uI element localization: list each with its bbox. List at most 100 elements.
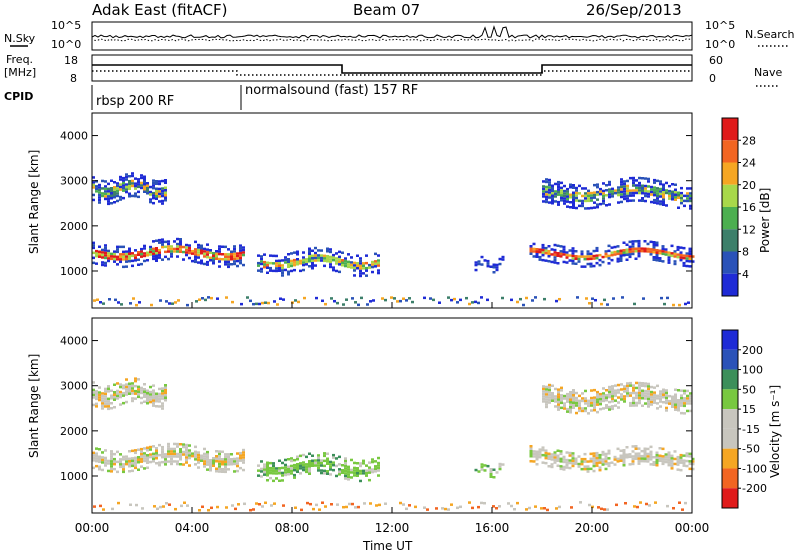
power-cell (586, 252, 590, 256)
power-cell (641, 197, 644, 200)
velocity-cell (689, 409, 692, 413)
velocity-cell (107, 385, 110, 388)
velocity-cell (305, 470, 308, 474)
ground-scatter-cell (642, 297, 645, 300)
velocity-cell (101, 407, 104, 410)
velocity-cell (236, 459, 239, 463)
velocity-cell (686, 409, 689, 413)
power-cell (107, 190, 110, 193)
velocity-cell (164, 386, 167, 389)
velocity-cell (200, 457, 203, 460)
velocity-cell (571, 454, 575, 458)
power-cell (584, 207, 587, 210)
power-cell (332, 256, 335, 259)
velocity-cell (483, 469, 487, 472)
power-cell (676, 245, 680, 249)
power-cell (203, 247, 206, 251)
velocity-cell (670, 457, 674, 460)
power-cell (557, 193, 560, 196)
power-cell (299, 262, 302, 265)
velocity-cell (356, 467, 359, 470)
power-cell (317, 259, 320, 262)
velocity-cell (632, 386, 635, 390)
power-cell (677, 194, 680, 197)
power-cell (272, 254, 275, 258)
power-cell (359, 257, 362, 260)
power-cell (611, 187, 614, 191)
power-cell (635, 186, 638, 190)
ground-scatter-cell (99, 504, 102, 508)
power-cell (287, 253, 290, 256)
velocity-cell (625, 456, 629, 459)
velocity-cell (341, 471, 344, 474)
velocity-cell (134, 389, 137, 393)
velocity-cell (104, 461, 107, 465)
power-cell (631, 250, 635, 253)
velocity-cell (122, 455, 125, 459)
velocity-cell (104, 395, 107, 398)
velocity-cell (628, 463, 632, 466)
velocity-cell (641, 394, 644, 397)
velocity-cell (137, 393, 140, 396)
velocity-cell (179, 455, 182, 458)
velocity-cell (146, 459, 149, 462)
velocity-cell (676, 458, 680, 461)
power-cell (644, 199, 647, 203)
velocity-cell (593, 408, 596, 412)
power-cell (218, 245, 221, 248)
power-cell (667, 253, 671, 257)
power-cell (631, 240, 635, 243)
velocity-cell (649, 453, 653, 456)
power-cell (128, 195, 131, 198)
power-cell (592, 249, 596, 253)
power-cell (155, 257, 158, 260)
velocity-cell (299, 472, 302, 475)
velocity-cell (155, 405, 158, 408)
velocity-cell (674, 406, 677, 409)
power-cell (122, 245, 125, 249)
power-cell (335, 262, 338, 265)
power-cell (143, 190, 146, 193)
velocity-cell (269, 469, 272, 472)
velocity-cell (658, 457, 662, 460)
velocity-cell (101, 404, 104, 408)
velocity-cell (655, 459, 659, 462)
power-cell (605, 189, 608, 192)
velocity-cell (628, 453, 632, 456)
y-tick-label: 1000 (60, 470, 88, 483)
velocity-cell (227, 455, 230, 459)
power-cell (548, 201, 551, 204)
ground-scatter-cell (210, 296, 213, 300)
velocity-cell (647, 402, 650, 406)
velocity-cell (557, 388, 560, 391)
velocity-cell (568, 466, 572, 470)
power-cell (206, 248, 209, 251)
power-cell (155, 259, 158, 262)
velocity-cell (131, 449, 134, 453)
velocity-cell (535, 458, 539, 461)
velocity-cell (571, 452, 575, 455)
velocity-cell (278, 469, 281, 472)
power-cell (557, 180, 560, 184)
velocity-cell (584, 399, 587, 403)
power-cell (643, 247, 647, 250)
velocity-cell (677, 404, 680, 407)
velocity-cell (293, 476, 296, 479)
velocity-cell (691, 457, 695, 461)
power-cell (101, 263, 104, 267)
power-cell (185, 243, 188, 247)
velocity-cell (344, 462, 347, 465)
velocity-cell (185, 453, 188, 457)
power-cell (233, 262, 236, 266)
velocity-cell (344, 477, 347, 480)
velocity-cell (679, 461, 683, 464)
velocity-cell (641, 404, 644, 407)
velocity-cell (134, 466, 137, 470)
power-cell (659, 202, 662, 206)
velocity-cell (218, 462, 221, 466)
velocity-cell (562, 468, 566, 471)
velocity-cell (571, 462, 575, 465)
velocity-cell (635, 401, 638, 405)
velocity-cell (128, 460, 131, 463)
power-cell (581, 199, 584, 203)
